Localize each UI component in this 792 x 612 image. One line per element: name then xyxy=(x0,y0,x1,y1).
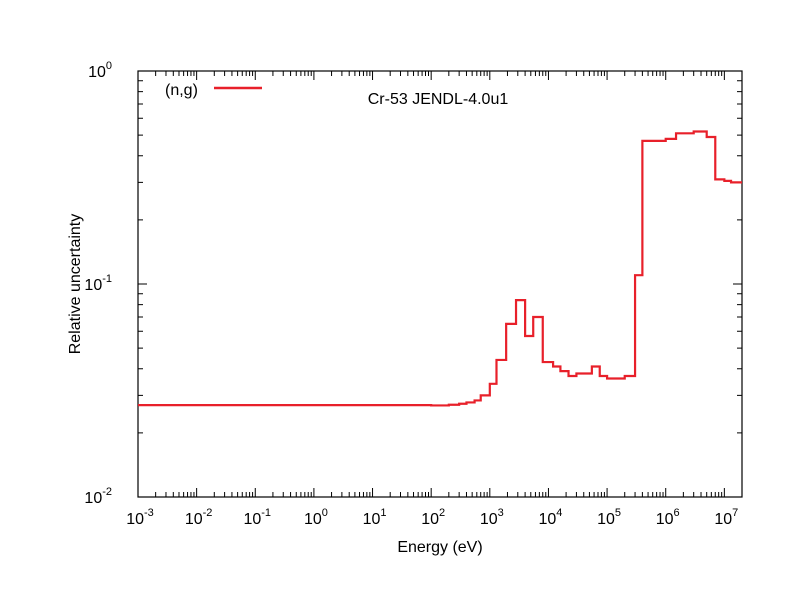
x-tick-label: 104 xyxy=(538,507,562,528)
x-tick-label: 101 xyxy=(363,507,387,528)
x-tick-label: 106 xyxy=(656,507,680,528)
x-tick-label: 107 xyxy=(714,507,738,528)
x-tick-label: 100 xyxy=(304,507,328,528)
y-tick-label: 100 xyxy=(88,60,112,81)
x-tick-label: 10-2 xyxy=(185,507,213,528)
y-axis-ticks xyxy=(138,70,742,498)
y-axis-tick-labels: 10-2 10-1 100 xyxy=(84,60,112,507)
x-tick-label: 105 xyxy=(597,507,621,528)
chart-title: Cr-53 JENDL-4.0u1 xyxy=(368,91,509,108)
legend: (n,g) xyxy=(165,82,262,99)
y-tick-label: 10-1 xyxy=(84,273,112,294)
y-tick-label: 10-2 xyxy=(84,486,112,507)
y-axis-title: Relative uncertainty xyxy=(67,214,84,355)
x-axis-title: Energy (eV) xyxy=(397,539,482,556)
x-tick-label: 10-1 xyxy=(243,507,271,528)
x-axis-ticks xyxy=(137,71,743,497)
plot-frame xyxy=(137,70,743,498)
x-tick-label: 103 xyxy=(480,507,504,528)
x-tick-label: 102 xyxy=(421,507,445,528)
legend-label: (n,g) xyxy=(165,82,198,99)
series-line xyxy=(138,130,742,407)
series-layer xyxy=(138,130,742,407)
x-axis-tick-labels: 10-3 10-2 10-1 100 101 102 103 104 105 106 107 xyxy=(126,507,738,528)
x-tick-label: 10-3 xyxy=(126,507,154,528)
